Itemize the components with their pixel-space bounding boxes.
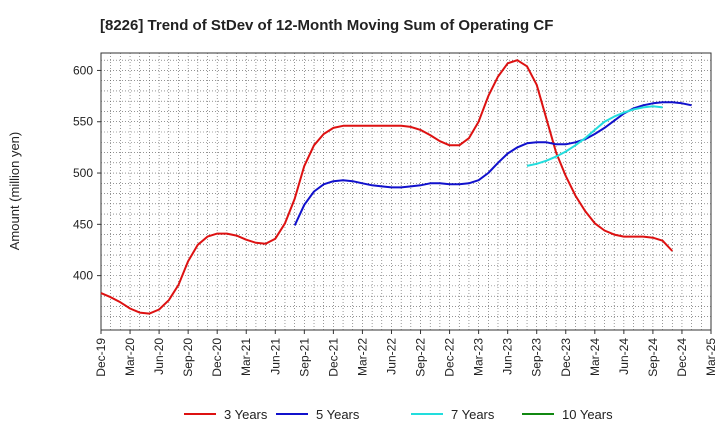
series-layer	[100, 59, 692, 315]
x-tick-label: Dec-19	[94, 338, 108, 377]
x-tick-label: Mar-20	[123, 338, 137, 376]
x-tick-label: Mar-21	[239, 338, 253, 376]
x-tick-label: Mar-25	[704, 338, 718, 376]
series-line-7-years	[526, 105, 663, 167]
x-tick-label: Dec-20	[210, 338, 224, 377]
x-tick-label: Sep-24	[646, 338, 660, 377]
series-line-3-years	[100, 59, 674, 315]
grid	[101, 53, 711, 330]
x-tick-label: Jun-23	[501, 338, 515, 375]
legend-label-7-years: 7 Years	[451, 407, 495, 422]
legend-label-5-years: 5 Years	[316, 407, 360, 422]
plot-area	[100, 52, 712, 331]
y-tick-label: 550	[73, 115, 93, 129]
legend: 3 Years 5 Years 7 Years 10 Years	[184, 407, 613, 422]
x-tick-label: Mar-22	[355, 338, 369, 376]
x-tick-label: Jun-21	[268, 338, 282, 375]
x-tick-label: Sep-22	[414, 338, 428, 377]
chart-title: [8226] Trend of StDev of 12-Month Moving…	[100, 17, 553, 34]
y-tick-label: 400	[73, 269, 93, 283]
y-tick-label: 450	[73, 217, 93, 231]
legend-label-10-years: 10 Years	[562, 407, 613, 422]
x-tick-label: Sep-23	[530, 338, 544, 377]
x-tick-label: Jun-20	[152, 338, 166, 375]
y-tick-label: 600	[73, 63, 93, 77]
x-tick-label: Mar-23	[472, 338, 486, 376]
x-tick-label: Sep-21	[297, 338, 311, 377]
x-tick-label: Jun-22	[384, 338, 398, 375]
x-tick-label: Dec-21	[326, 338, 340, 377]
legend-label-3-years: 3 Years	[224, 407, 268, 422]
x-tick-label: Sep-20	[181, 338, 195, 377]
x-tick-labels: Dec-19 Mar-20 Jun-20 Sep-20 Dec-20 Mar-21 Jun-…	[94, 330, 718, 377]
y-tick-labels: 400 450 500 550 600	[73, 63, 101, 283]
x-tick-label: Jun-24	[617, 338, 631, 375]
x-tick-label: Mar-24	[588, 338, 602, 376]
y-tick-label: 500	[73, 166, 93, 180]
x-tick-label: Dec-22	[443, 338, 457, 377]
x-tick-label: Dec-23	[559, 338, 573, 377]
y-axis-label: Amount (million yen)	[7, 132, 22, 251]
x-tick-label: Dec-24	[675, 338, 689, 377]
